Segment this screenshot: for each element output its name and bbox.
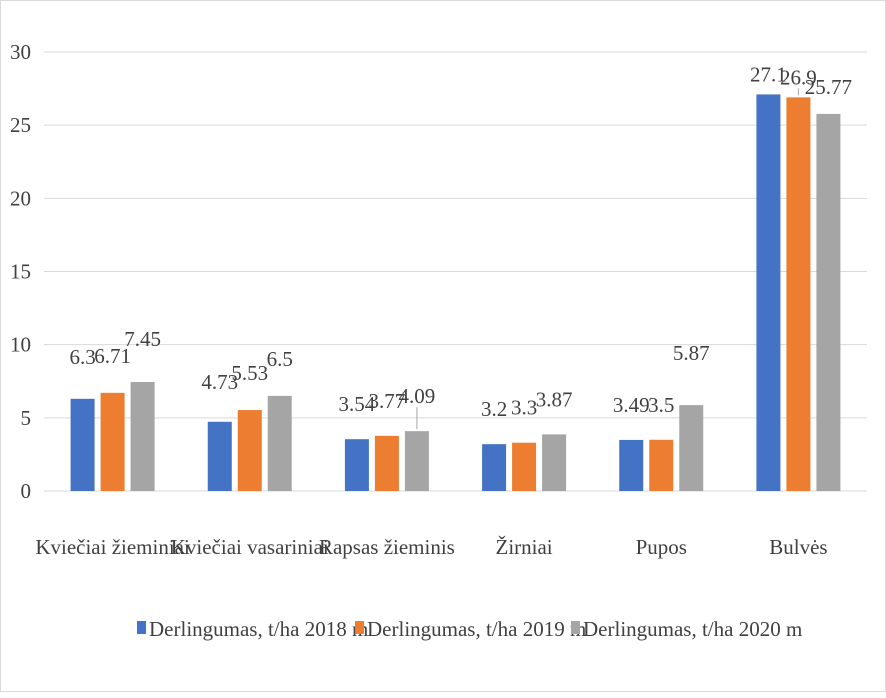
bar xyxy=(512,442,537,491)
data-label: 3.5 xyxy=(648,393,674,417)
bar xyxy=(482,444,507,491)
data-label: 6.3 xyxy=(69,345,95,369)
bar xyxy=(649,439,674,491)
bar xyxy=(756,94,781,491)
data-label: 4.09 xyxy=(399,384,436,408)
bar xyxy=(404,431,429,491)
data-label: 26.9 xyxy=(780,65,817,89)
bar xyxy=(816,113,841,492)
legend-label: Derlingumas, t/ha 2019 m xyxy=(367,617,586,641)
x-category-label: Rapsas žieminis xyxy=(319,535,455,559)
legend-label: Derlingumas, t/ha 2020 m xyxy=(583,617,802,641)
legend-swatch xyxy=(571,621,580,634)
legend-swatch xyxy=(137,621,146,634)
data-label: 3.87 xyxy=(536,387,573,411)
data-labels: 6.36.717.45 4.735.536.5 3.543.774.09 3.2 3.3… xyxy=(69,62,852,421)
label-leader-lines xyxy=(416,88,799,430)
data-label: 25.77 xyxy=(805,75,852,99)
bars xyxy=(70,94,841,492)
legend-swatch xyxy=(355,621,364,634)
y-tick-label: 25 xyxy=(10,113,31,137)
y-tick-label: 0 xyxy=(21,479,32,503)
bar xyxy=(130,381,155,491)
x-category-label: Pupos xyxy=(636,535,687,559)
data-label: 4.73 xyxy=(201,370,238,394)
bar xyxy=(267,395,292,491)
bar xyxy=(100,392,125,491)
x-category-label: Bulvės xyxy=(769,535,827,559)
data-label: 6.71 xyxy=(94,344,131,368)
bar xyxy=(542,434,567,491)
y-tick-label: 10 xyxy=(10,333,31,357)
data-label: 6.5 xyxy=(267,347,293,371)
y-axis-ticks: 0 5 10 15 20 25 30 xyxy=(10,40,31,503)
x-category-label: Žirniai xyxy=(496,535,553,559)
data-label: 7.45 xyxy=(124,327,161,351)
y-tick-label: 15 xyxy=(10,260,31,284)
bar xyxy=(237,410,262,491)
data-label: 27.1 xyxy=(750,62,787,86)
legend-label: Derlingumas, t/ha 2018 m xyxy=(149,617,368,641)
data-label: 3.54 xyxy=(339,392,376,416)
bar xyxy=(344,439,369,491)
data-label: 5.87 xyxy=(673,341,710,365)
bar xyxy=(679,405,704,491)
gridlines xyxy=(44,51,867,492)
bar xyxy=(786,97,811,491)
bar xyxy=(207,421,232,491)
data-label: 3.2 xyxy=(481,397,507,421)
bar xyxy=(619,439,644,491)
y-tick-label: 20 xyxy=(10,186,31,210)
bar xyxy=(70,398,95,491)
data-label: 5.53 xyxy=(231,361,268,385)
data-label: 3.3 xyxy=(511,396,537,420)
bar xyxy=(374,435,399,491)
data-label: 3.49 xyxy=(613,393,650,417)
y-tick-label: 30 xyxy=(10,40,31,64)
data-label: 3.77 xyxy=(369,389,406,413)
y-tick-label: 5 xyxy=(21,406,32,430)
x-category-label: Kviečiai vasariniai xyxy=(171,535,329,559)
x-category-label: Kviečiai žieminiai xyxy=(35,535,190,559)
